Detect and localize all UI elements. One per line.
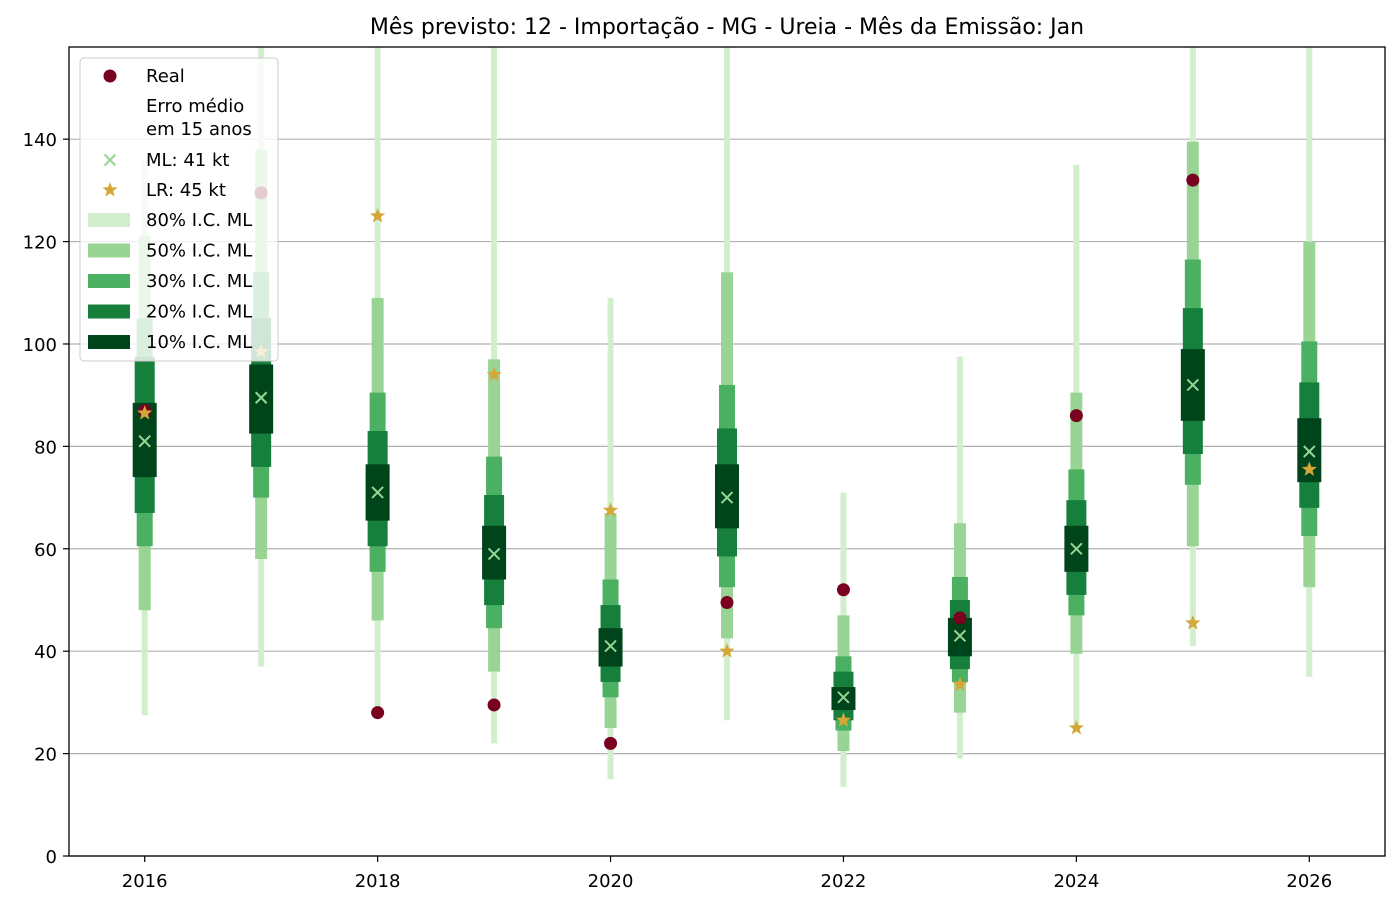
legend-ci80-label: 80% I.C. ML bbox=[146, 210, 252, 231]
real-point-2018 bbox=[371, 706, 385, 720]
axes-ticks: 0 20 40 60 80 100 120 140 2016 2018 2020 2022 2024 20… bbox=[23, 130, 1333, 892]
ml-marker-2016-stroke-b bbox=[138, 435, 151, 448]
legend-ci50-label: 50% I.C. ML bbox=[146, 241, 252, 262]
point-markers bbox=[137, 173, 1317, 750]
real-point-2024 bbox=[1069, 409, 1083, 423]
y-tick-label-120: 120 bbox=[23, 233, 57, 254]
ml-marker-2023 bbox=[953, 629, 967, 643]
ml-marker-2025 bbox=[1186, 378, 1200, 392]
lr-marker-2025 bbox=[1185, 615, 1201, 630]
real-point-2023 bbox=[953, 611, 967, 625]
ml-marker-2025-stroke-b bbox=[1186, 378, 1200, 392]
x-tick-label-2026: 2026 bbox=[1286, 871, 1332, 892]
legend-erro-title-line: Erro médio bbox=[146, 96, 244, 117]
y-tick-label-20: 20 bbox=[34, 745, 57, 766]
ml-marker-2017 bbox=[254, 391, 268, 404]
x-tick-label-2022: 2022 bbox=[821, 871, 867, 892]
ml-marker-2022-stroke-b bbox=[837, 691, 850, 704]
ml-marker-2023-stroke-b bbox=[953, 629, 967, 643]
x-tick-label-2016: 2016 bbox=[122, 871, 168, 892]
x-tick-label-2024: 2024 bbox=[1053, 871, 1099, 892]
legend-ml-marker bbox=[103, 153, 117, 167]
lr-marker-2024 bbox=[1068, 719, 1084, 735]
lr-marker-2019 bbox=[486, 366, 502, 382]
ml-marker-2020 bbox=[604, 639, 617, 653]
legend-erro-title: Erro médio em 15 anos bbox=[146, 96, 252, 140]
legend-ci30-label: 30% I.C. ML bbox=[146, 271, 252, 292]
legend-ci80-swatch bbox=[88, 213, 130, 227]
plot-frame bbox=[68, 46, 1386, 857]
legend-erro-title-line: em 15 anos bbox=[146, 119, 252, 140]
legend-real-marker bbox=[103, 69, 117, 83]
ml-marker-2018 bbox=[371, 486, 384, 499]
ml-marker-2021-stroke-b bbox=[720, 491, 734, 504]
lr-marker-2023 bbox=[952, 676, 968, 691]
ml-marker-2024 bbox=[1070, 542, 1083, 555]
ml-marker-2017-stroke-b bbox=[254, 391, 268, 404]
ml-marker-2026-stroke-b bbox=[1303, 445, 1316, 458]
lr-marker-2016 bbox=[137, 405, 153, 420]
lr-marker-2022 bbox=[835, 712, 852, 727]
x-tick-label-2020: 2020 bbox=[588, 871, 634, 892]
legend-ci50-swatch bbox=[88, 243, 130, 258]
ml-marker-2016 bbox=[138, 435, 151, 448]
lr-marker-2020 bbox=[602, 502, 619, 517]
legend-ci30-swatch bbox=[88, 274, 130, 288]
y-tick-label-80: 80 bbox=[34, 437, 57, 458]
lr-marker-2021 bbox=[719, 643, 735, 658]
legend-ml-marker-stroke-b bbox=[103, 153, 117, 167]
y-tick-label-0: 0 bbox=[46, 847, 57, 868]
legend-ml-label: ML: 41 kt bbox=[146, 150, 229, 171]
lr-marker-2018 bbox=[370, 207, 386, 223]
y-tick-label-60: 60 bbox=[34, 540, 57, 561]
ml-marker-2020-stroke-b bbox=[604, 639, 617, 653]
ml-marker-2019 bbox=[487, 547, 501, 561]
legend-lr-marker bbox=[102, 182, 118, 197]
y-tick-label-140: 140 bbox=[23, 130, 57, 151]
y-tick-label-40: 40 bbox=[34, 642, 57, 663]
legend-ci10-swatch bbox=[88, 335, 130, 349]
legend: Real Erro médio em 15 anos ML: 41 kt LR: 45 … bbox=[79, 57, 279, 362]
chart-title: Mês previsto: 12 - Importação - MG - Ure… bbox=[370, 15, 1084, 40]
ml-marker-2019-stroke-b bbox=[487, 547, 501, 561]
ml-marker-2021 bbox=[720, 491, 734, 504]
real-point-2025 bbox=[1186, 173, 1200, 187]
ml-marker-2022 bbox=[837, 691, 850, 704]
legend-lr-label: LR: 45 kt bbox=[146, 180, 226, 201]
legend-ci20-swatch bbox=[88, 304, 130, 319]
legend-ci10-label: 10% I.C. ML bbox=[146, 332, 252, 353]
ml-marker-2024-stroke-b bbox=[1070, 542, 1083, 555]
real-point-2021 bbox=[720, 596, 734, 610]
ml-marker-2026 bbox=[1303, 445, 1316, 458]
interval-bars bbox=[132, 47, 1322, 787]
ml-marker-2018-stroke-b bbox=[371, 486, 384, 499]
real-point-2019 bbox=[487, 698, 501, 712]
legend-real-label: Real bbox=[146, 66, 185, 87]
lr-marker-2026 bbox=[1301, 461, 1317, 476]
y-tick-label-100: 100 bbox=[23, 335, 57, 356]
x-tick-label-2018: 2018 bbox=[355, 871, 401, 892]
legend-ci20-label: 20% I.C. ML bbox=[146, 302, 252, 323]
real-point-2020 bbox=[604, 736, 618, 750]
real-point-2022 bbox=[836, 583, 850, 597]
